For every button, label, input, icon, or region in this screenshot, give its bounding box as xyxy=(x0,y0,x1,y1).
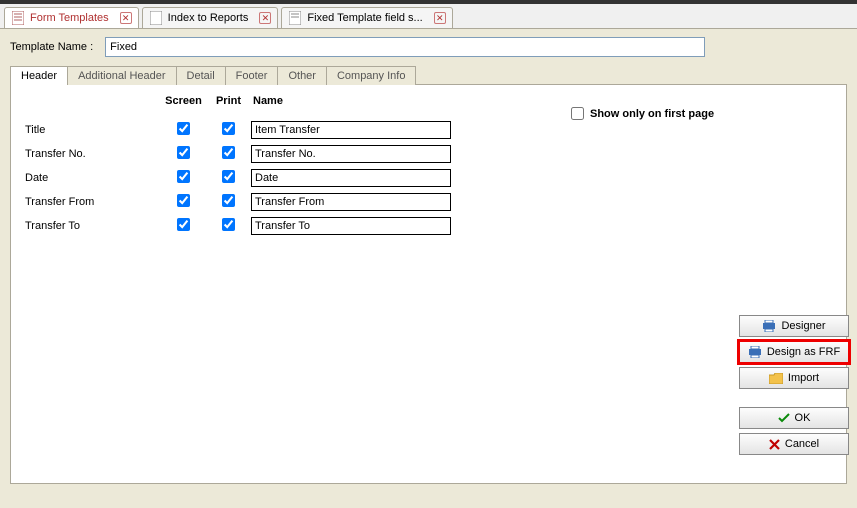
tab-fixed-template[interactable]: Fixed Template field s... ✕ xyxy=(281,7,452,28)
tab-company-info[interactable]: Company Info xyxy=(326,66,416,85)
screen-checkbox[interactable] xyxy=(177,170,190,183)
header-panel: Screen Print Name Show only on first pag… xyxy=(10,84,847,484)
document-tabs: Form Templates ✕ Index to Reports ✕ Fixe… xyxy=(0,4,857,29)
tab-footer[interactable]: Footer xyxy=(225,66,279,85)
show-only-first-page[interactable]: Show only on first page xyxy=(571,107,714,120)
col-print: Print xyxy=(206,95,251,107)
print-checkbox[interactable] xyxy=(222,122,235,135)
col-screen: Screen xyxy=(161,95,206,107)
screen-checkbox[interactable] xyxy=(177,218,190,231)
name-input[interactable] xyxy=(251,193,451,211)
check-icon xyxy=(778,412,790,424)
row-label: Transfer To xyxy=(11,220,161,232)
row-label: Date xyxy=(11,172,161,184)
print-checkbox[interactable] xyxy=(222,218,235,231)
ok-button[interactable]: OK xyxy=(739,407,849,429)
close-icon[interactable]: ✕ xyxy=(259,12,271,24)
tab-form-templates[interactable]: Form Templates ✕ xyxy=(4,7,139,28)
close-icon[interactable]: ✕ xyxy=(434,12,446,24)
template-name-label: Template Name : xyxy=(10,41,93,53)
tab-label: Form Templates xyxy=(30,12,109,24)
button-label: Cancel xyxy=(785,438,819,450)
form-icon xyxy=(11,11,25,25)
import-button[interactable]: Import xyxy=(739,367,849,389)
tab-header[interactable]: Header xyxy=(10,66,68,85)
close-icon[interactable]: ✕ xyxy=(120,12,132,24)
col-name: Name xyxy=(251,95,451,107)
button-label: Import xyxy=(788,372,819,384)
button-label: OK xyxy=(795,412,811,424)
row-label: Title xyxy=(11,124,161,136)
tab-detail[interactable]: Detail xyxy=(176,66,226,85)
button-label: Designer xyxy=(781,320,825,332)
side-buttons: Designer Design as FRF Import OK Cancel xyxy=(739,315,849,455)
screen-checkbox[interactable] xyxy=(177,122,190,135)
print-checkbox[interactable] xyxy=(222,194,235,207)
show-only-checkbox[interactable] xyxy=(571,107,584,120)
print-checkbox[interactable] xyxy=(222,146,235,159)
printer-icon xyxy=(748,346,762,358)
tab-label: Fixed Template field s... xyxy=(307,12,422,24)
row-label: Transfer No. xyxy=(11,148,161,160)
designer-button[interactable]: Designer xyxy=(739,315,849,337)
show-only-label: Show only on first page xyxy=(590,108,714,120)
design-as-frf-button[interactable]: Design as FRF xyxy=(739,341,849,363)
name-input[interactable] xyxy=(251,145,451,163)
screen-checkbox[interactable] xyxy=(177,146,190,159)
tab-label: Index to Reports xyxy=(168,12,249,24)
tab-other[interactable]: Other xyxy=(277,66,327,85)
screen-checkbox[interactable] xyxy=(177,194,190,207)
template-name-row: Template Name : xyxy=(0,29,857,65)
name-input[interactable] xyxy=(251,169,451,187)
row-label: Transfer From xyxy=(11,196,161,208)
tab-additional-header[interactable]: Additional Header xyxy=(67,66,176,85)
tab-index-reports[interactable]: Index to Reports ✕ xyxy=(142,7,279,28)
x-icon xyxy=(769,439,780,450)
page-icon xyxy=(149,11,163,25)
form-icon xyxy=(288,11,302,25)
name-input[interactable] xyxy=(251,217,451,235)
folder-icon xyxy=(769,373,783,384)
print-checkbox[interactable] xyxy=(222,170,235,183)
name-input[interactable] xyxy=(251,121,451,139)
section-tabs: Header Additional Header Detail Footer O… xyxy=(10,66,857,85)
button-label: Design as FRF xyxy=(767,346,840,358)
cancel-button[interactable]: Cancel xyxy=(739,433,849,455)
printer-icon xyxy=(762,320,776,332)
template-name-input[interactable] xyxy=(105,37,705,57)
